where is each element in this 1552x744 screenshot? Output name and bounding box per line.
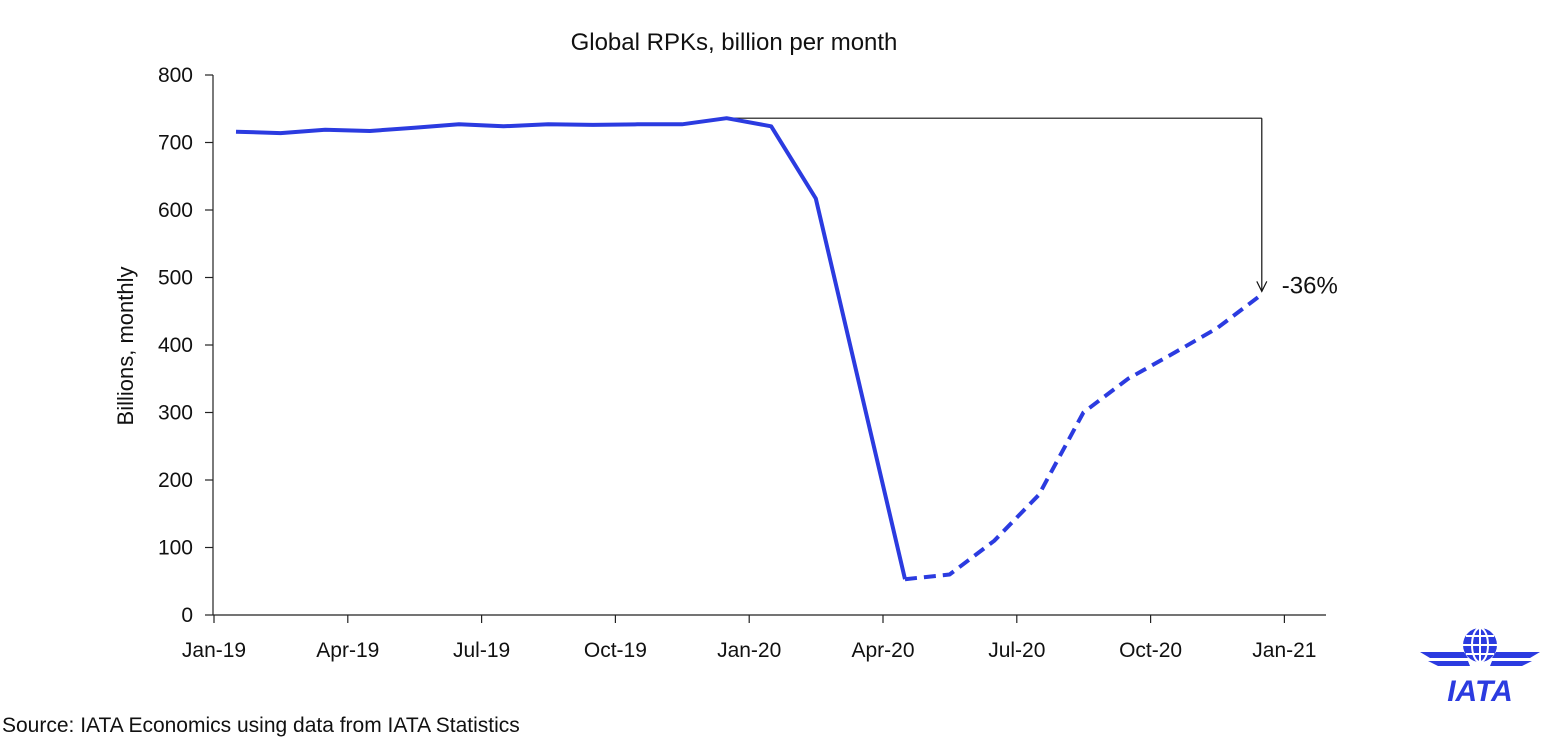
wings-icon bbox=[1420, 652, 1540, 666]
iata-logo: IATA bbox=[1420, 627, 1540, 706]
y-tick-label: 600 bbox=[158, 199, 193, 222]
rpk-chart: Global RPKs, billion per month Billions,… bbox=[113, 29, 1338, 662]
x-tick-label: Oct-19 bbox=[584, 639, 647, 662]
x-tick-label: Jan-21 bbox=[1252, 639, 1316, 662]
decline-arrow-head bbox=[1256, 281, 1268, 293]
series-layer bbox=[235, 116, 1264, 582]
y-tick-label: 200 bbox=[158, 469, 193, 492]
x-tick-label: Oct-20 bbox=[1119, 639, 1182, 662]
chart-title: Global RPKs, billion per month bbox=[571, 29, 898, 56]
y-tick-label: 100 bbox=[158, 537, 193, 560]
x-tick-label: Jan-19 bbox=[182, 639, 246, 662]
y-tick-label: 400 bbox=[158, 334, 193, 357]
x-tick-label: Jul-20 bbox=[988, 639, 1045, 662]
decline-percent-label: -36% bbox=[1282, 272, 1338, 299]
x-tick-label: Apr-20 bbox=[851, 639, 914, 662]
y-tick-label: 700 bbox=[158, 132, 193, 155]
y-tick-label: 800 bbox=[158, 64, 193, 87]
y-axis-ticks: 0 100 200 300 400 500 600 700 800 bbox=[158, 64, 213, 627]
x-tick-label: Jul-19 bbox=[453, 639, 510, 662]
x-tick-label: Jan-20 bbox=[717, 639, 781, 662]
y-tick-label: 500 bbox=[158, 267, 193, 290]
y-tick-label: 300 bbox=[158, 402, 193, 425]
x-tick-label: Apr-19 bbox=[316, 639, 379, 662]
y-axis-label: Billions, monthly bbox=[113, 267, 138, 426]
series-line-solid bbox=[235, 116, 907, 580]
globe-icon bbox=[1463, 627, 1497, 663]
decline-annotation: -36% bbox=[726, 117, 1338, 299]
x-axis-ticks: Jan-19 Apr-19 Jul-19 Oct-19 Jan-20 Apr-20 Jul-… bbox=[182, 615, 1317, 662]
source-note: Source: IATA Economics using data from I… bbox=[2, 714, 520, 737]
logo-wordmark: IATA bbox=[1447, 675, 1513, 706]
series-line-dashed bbox=[904, 292, 1264, 582]
y-tick-label: 0 bbox=[181, 604, 193, 627]
